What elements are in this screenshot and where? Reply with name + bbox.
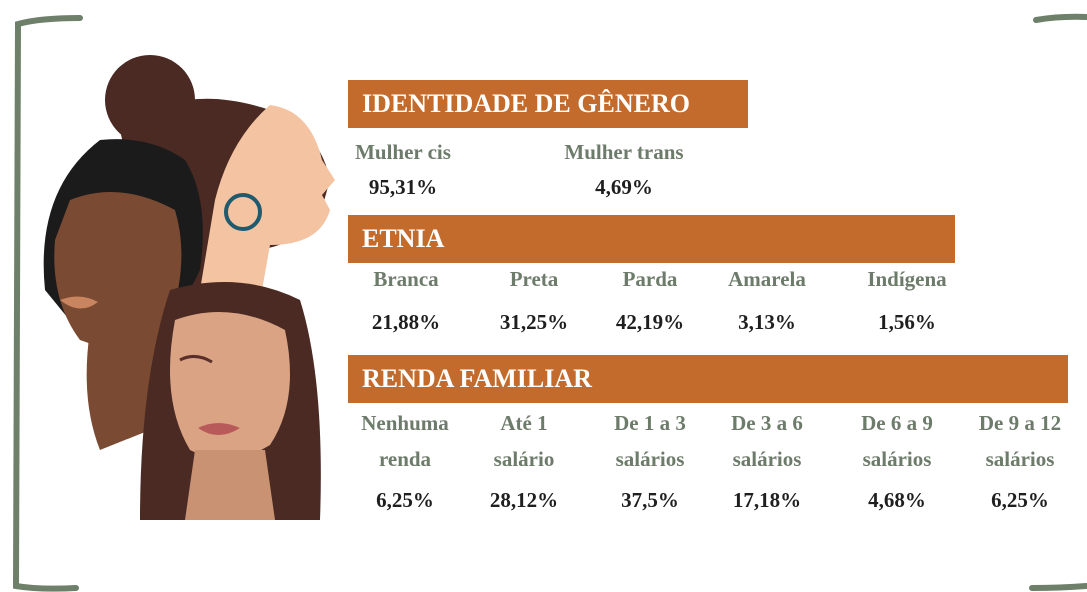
item-value: 21,88% (371, 310, 441, 334)
item-label: De 1 a 3 (614, 411, 686, 435)
illustration (43, 55, 335, 520)
item-label: Até 1 (500, 411, 548, 435)
item-label: renda (378, 447, 432, 471)
item-value: 31,25% (499, 310, 569, 334)
item-label: salários (732, 447, 802, 471)
item-label: Nenhuma (361, 411, 449, 435)
item-label: salários (862, 447, 932, 471)
item-label: Preta (509, 267, 559, 291)
item-value: 95,31% (368, 175, 438, 199)
item-value: 4,68% (868, 488, 926, 512)
item-value: 28,12% (489, 488, 559, 512)
left-bracket (12, 15, 83, 592)
item-label: Amarela (728, 267, 806, 291)
item-value: 37,5% (621, 488, 679, 512)
section-title: ETNIA (348, 215, 955, 263)
item-label: Mulher trans (564, 140, 684, 164)
section-title: IDENTIDADE DE GÊNERO (348, 80, 748, 128)
item-label: salários (615, 447, 685, 471)
item-label: De 6 a 9 (861, 411, 933, 435)
item-label: salários (985, 447, 1055, 471)
item-value: 17,18% (732, 488, 802, 512)
item-value: 6,25% (376, 488, 434, 512)
item-label: Parda (622, 267, 678, 291)
item-label: Branca (373, 267, 439, 291)
section-title: RENDA FAMILIAR (348, 355, 1068, 403)
right-bracket (1029, 13, 1087, 591)
item-value: 6,25% (991, 488, 1049, 512)
item-value: 3,13% (738, 310, 796, 334)
item-value: 42,19% (615, 310, 685, 334)
item-label: salário (493, 447, 555, 471)
item-label: Indígena (867, 267, 947, 291)
item-label: De 9 a 12 (978, 411, 1062, 435)
item-value: 1,56% (878, 310, 936, 334)
item-label: De 3 a 6 (731, 411, 803, 435)
item-value: 4,69% (595, 175, 653, 199)
item-label: Mulher cis (355, 140, 451, 164)
